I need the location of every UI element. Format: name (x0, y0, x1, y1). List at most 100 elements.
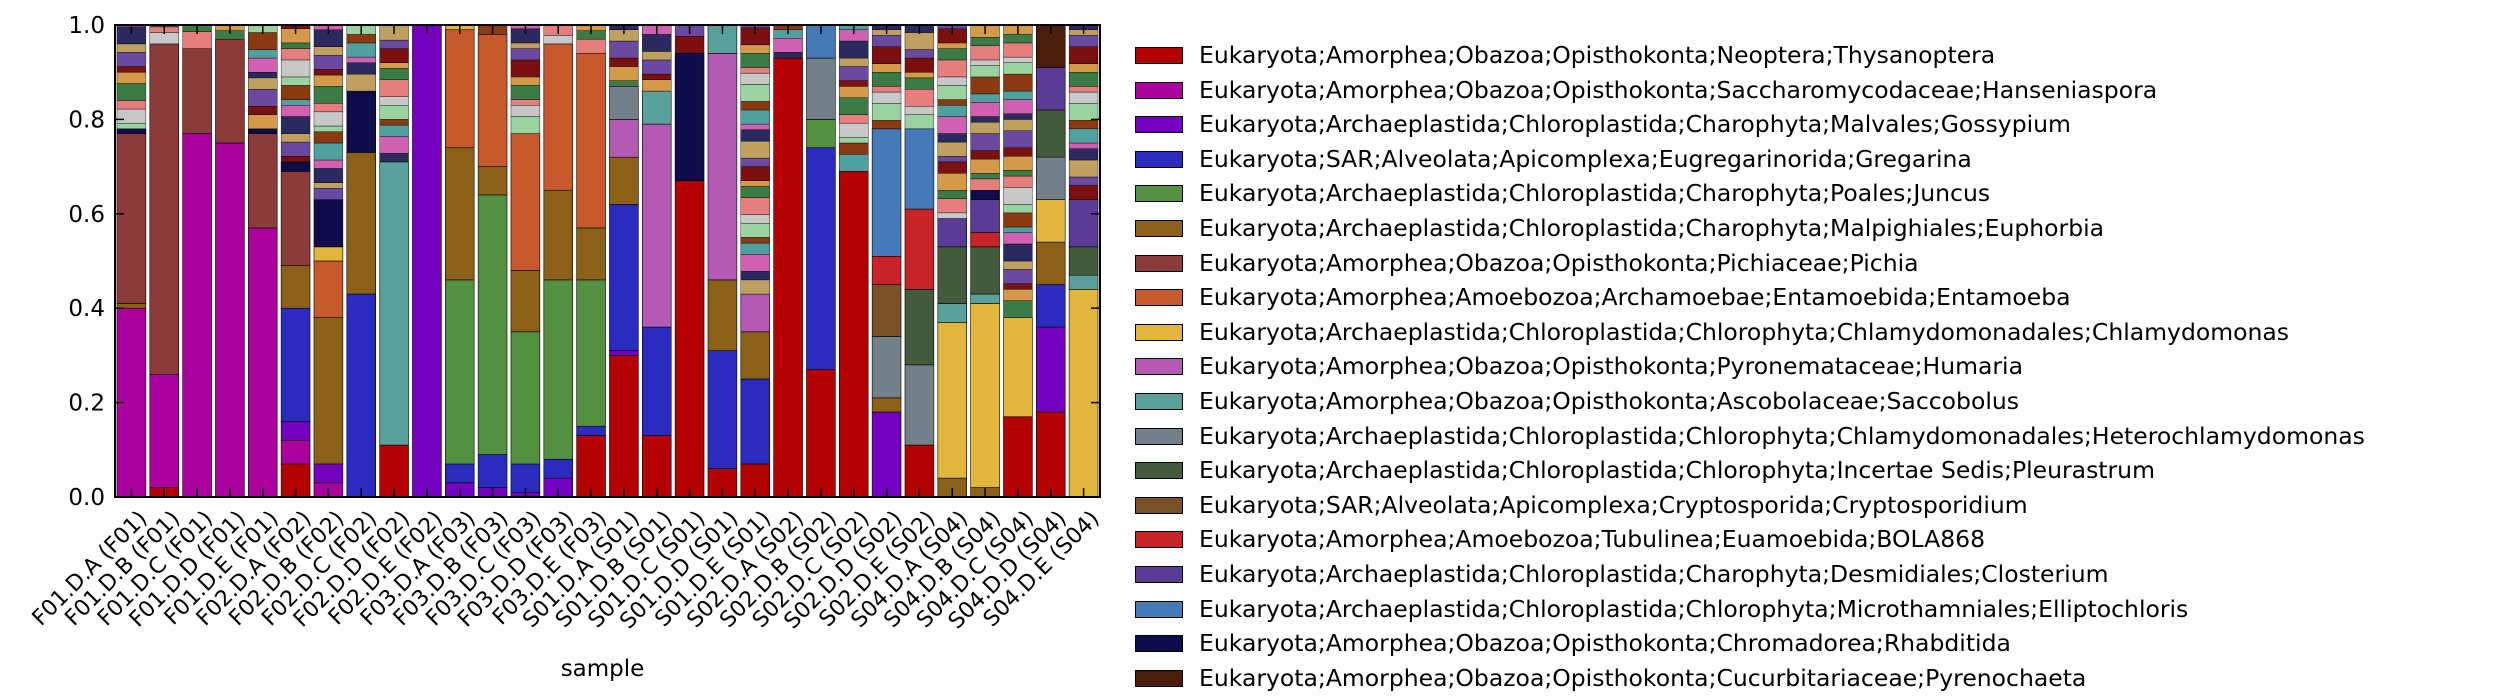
y-tick-label-4: 0.8 (68, 107, 105, 133)
bar-other-0-1 (116, 108, 147, 124)
bar-other-23-1 (871, 103, 902, 121)
bar-other-24-7 (904, 32, 935, 50)
bar-segment-15-11 (609, 86, 639, 120)
bar-segment-26-14 (970, 232, 1000, 248)
bar-other-29-0 (1068, 185, 1099, 200)
bar-other-27-15 (1003, 130, 1033, 148)
bar-segment-2-6 (182, 48, 212, 134)
bar-segment-18-5 (707, 279, 738, 351)
bar-other-19-5 (740, 223, 770, 238)
bar-other-27-23 (1003, 42, 1033, 58)
bar-other-7-1 (346, 62, 376, 75)
bar-segment-6-8 (313, 246, 344, 262)
bar-segment-28-15 (1036, 67, 1066, 111)
bar-segment-24-14 (904, 208, 935, 290)
bar-other-25-8 (937, 116, 967, 134)
bar-other-8-2 (379, 124, 409, 137)
bar-other-15-1 (609, 66, 639, 81)
bar-other-19-14 (740, 123, 770, 130)
bar-segment-28-5 (1036, 241, 1066, 285)
bar-other-19-1 (740, 271, 770, 281)
bar-other-6-9 (313, 86, 344, 104)
bar-other-4-5 (248, 57, 278, 73)
bar-segment-26-12 (970, 246, 1000, 295)
bar-segment-21-4 (806, 119, 836, 149)
bar-other-19-0 (740, 279, 770, 295)
bar-other-20-1 (773, 38, 803, 53)
legend-swatch (1135, 150, 1183, 168)
bar-other-1-0 (149, 32, 179, 45)
bar-other-2-0 (182, 31, 212, 49)
bar-other-8-7 (379, 68, 409, 80)
bar-other-25-3 (937, 173, 967, 191)
bar-other-8-6 (379, 79, 409, 97)
legend-swatch (1135, 47, 1183, 64)
bar-other-29-7 (1068, 103, 1099, 121)
bar-segment-15-2 (609, 350, 639, 356)
bar-segment-21-0 (806, 369, 836, 498)
legend-swatch (1135, 254, 1183, 272)
bar-other-26-13 (970, 37, 1000, 46)
bar-other-0-3 (116, 83, 147, 101)
bar-other-7-0 (346, 73, 376, 92)
bar-other-19-18 (740, 72, 770, 85)
bar-segment-10-4 (445, 279, 475, 465)
legend-swatch (1135, 531, 1183, 549)
bar-segment-18-9 (707, 53, 738, 281)
bar-segment-2-1 (182, 133, 212, 498)
bar-other-19-7 (740, 197, 770, 215)
bar-other-24-2 (904, 88, 935, 107)
bar-segment-4-1 (248, 227, 278, 498)
bar-other-27-10 (1003, 187, 1033, 205)
bar-segment-5-17 (280, 161, 311, 172)
bar-other-26-5 (970, 122, 1000, 134)
y-tick-label-3: 0.6 (68, 202, 105, 228)
bar-other-0-4 (116, 71, 147, 84)
bar-segment-15-5 (609, 156, 639, 205)
bar-other-27-5 (1003, 243, 1033, 262)
bar-segment-16-10 (642, 90, 672, 125)
bar-other-4-0 (248, 114, 278, 130)
bar-segment-28-2 (1036, 326, 1066, 413)
bar-other-23-3 (871, 86, 902, 93)
bar-other-13-0 (543, 35, 573, 45)
bar-segment-5-1 (280, 440, 311, 465)
bar-segment-14-3 (576, 425, 606, 436)
y-tick-label-2: 0.4 (68, 296, 105, 322)
bar-segment-12-7 (510, 133, 541, 271)
bar-other-29-12 (1068, 46, 1099, 64)
bar-other-27-12 (1003, 170, 1033, 177)
bar-other-29-1 (1068, 176, 1099, 186)
legend-swatch (1135, 462, 1183, 480)
bar-other-24-6 (904, 49, 935, 59)
legend-item-3: Eukaryota;SAR;Alveolata;Apicomplexa;Eugr… (1135, 142, 2435, 177)
bar-other-27-22 (1003, 56, 1033, 63)
bar-other-23-4 (871, 71, 902, 87)
bar-segment-19-5 (740, 331, 770, 380)
bar-segment-28-12 (1036, 109, 1066, 158)
bar-other-25-2 (937, 189, 967, 199)
bar-other-27-20 (1003, 73, 1033, 92)
bar-other-5-7 (280, 76, 311, 86)
legend-item-13: Eukaryota;SAR;Alveolata;Apicomplexa;Cryp… (1135, 488, 2435, 523)
bar-segment-23-14 (871, 255, 902, 285)
bar-other-19-3 (740, 242, 770, 255)
bar-other-29-2 (1068, 159, 1099, 178)
bar-segment-12-5 (510, 270, 541, 333)
bar-other-26-7 (970, 102, 1000, 117)
bar-segment-5-3 (280, 307, 311, 422)
bar-other-29-8 (1068, 91, 1099, 104)
bar-other-27-7 (1003, 226, 1033, 233)
bar-other-19-16 (740, 101, 770, 111)
bar-other-5-8 (280, 59, 311, 78)
legend-item-5: Eukaryota;Archaeplastida;Chloroplastida;… (1135, 211, 2435, 246)
legend-label: Eukaryota;Amorphea;Obazoa;Opisthokonta;P… (1199, 248, 1919, 277)
bar-other-29-11 (1068, 63, 1099, 73)
bar-other-15-3 (609, 40, 639, 59)
bar-segment-25-8 (937, 322, 967, 479)
bar-other-22-6 (839, 86, 869, 98)
bar-segment-24-12 (904, 289, 935, 366)
bar-other-4-3 (248, 77, 278, 90)
bar-segment-3-1 (215, 142, 245, 498)
